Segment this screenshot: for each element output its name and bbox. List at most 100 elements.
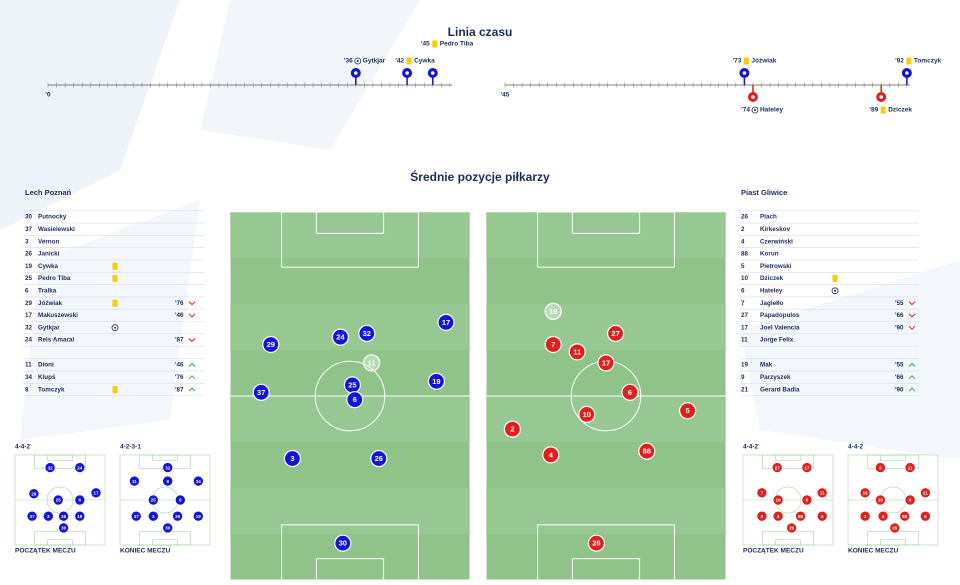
player-marker: [904, 494, 916, 506]
sub-player-marker: [544, 302, 562, 320]
positions-title: Średnie pozycje piłkarzy: [410, 169, 550, 184]
player-marker: [262, 335, 280, 354]
sub-minute: '66: [895, 312, 904, 319]
player-name: Vernon: [38, 238, 59, 245]
player-name: Pietrowski: [760, 263, 792, 270]
event-player: Dziczek: [888, 107, 912, 114]
player-number: 27: [741, 312, 749, 319]
event-pin-center: [742, 71, 747, 75]
event-minute: '73: [733, 58, 742, 65]
player-marker-number: 88: [902, 514, 908, 519]
player-marker: [816, 487, 828, 499]
formation-name: 4-4-2: [848, 444, 864, 451]
player-marker-number: 27: [775, 465, 781, 470]
sub-minute: '76: [175, 374, 184, 381]
player-marker-number: 17: [602, 358, 610, 367]
team-name: Lech Poznań: [25, 188, 72, 197]
sub-in-arrow: [188, 387, 196, 392]
player-marker: [816, 510, 828, 522]
player-number: 4: [741, 238, 745, 245]
player-number: 37: [25, 226, 33, 233]
sub-out-arrow: [188, 301, 196, 306]
yellow-card-icon: [906, 57, 912, 65]
player-number: 17: [25, 312, 33, 319]
player-marker-number: 4: [882, 514, 885, 519]
player-marker: [597, 354, 615, 372]
sub-in-arrow: [908, 387, 916, 392]
player-number: 21: [741, 386, 749, 393]
player-marker-number: 5: [924, 514, 927, 519]
event-pin-center: [405, 71, 409, 75]
goal-icon-dot: [356, 60, 359, 62]
goal-area: [47, 454, 73, 461]
player-marker-number: 19: [549, 307, 557, 316]
player-marker-number: 19: [77, 514, 83, 519]
player-marker-number: 8: [166, 479, 169, 484]
player-marker: [148, 510, 159, 522]
event-minute: '42: [395, 58, 404, 65]
player-marker: [772, 494, 784, 506]
event-pin-center: [905, 71, 909, 75]
player-marker: [44, 462, 56, 473]
player-marker: [503, 420, 522, 438]
player-number: 88: [741, 251, 749, 258]
background-pattern: [0, 0, 960, 460]
player-name: Plach: [760, 214, 777, 221]
player-marker: [331, 328, 349, 346]
player-name: Czerwiński: [760, 238, 793, 245]
player-marker: [42, 510, 54, 522]
player-name: Wasielewski: [38, 226, 75, 233]
player-marker: [90, 487, 102, 499]
player-marker: [587, 534, 606, 552]
yellow-card-icon: [743, 57, 749, 65]
sub-minute: '87: [175, 337, 184, 344]
player-marker: [58, 522, 69, 534]
player-name: Klupś: [38, 374, 56, 381]
event-minute: '36: [344, 58, 353, 65]
player-marker-number: 26: [789, 526, 795, 531]
event-minute: '92: [895, 58, 904, 65]
player-marker: [859, 510, 871, 522]
player-marker: [193, 510, 204, 522]
goal-area: [315, 211, 385, 234]
player-marker-number: 11: [908, 465, 913, 470]
player-marker: [544, 335, 562, 354]
player-marker-number: 2: [761, 514, 764, 519]
sub-in-arrow: [908, 375, 916, 380]
player-marker: [904, 462, 916, 473]
player-marker-number: 3: [152, 514, 155, 519]
player-marker: [568, 343, 586, 361]
player-marker-number: 26: [61, 514, 67, 519]
timeline-title: Linia czasu: [448, 25, 513, 39]
event-player: Jóźwiak: [751, 58, 776, 65]
player-marker: [283, 449, 301, 468]
player-name: Parzyszek: [760, 374, 791, 381]
player-number: 34: [25, 374, 33, 381]
player-marker-number: 37: [134, 514, 140, 519]
event-player: Cywka: [414, 58, 435, 65]
goal-area: [571, 558, 641, 581]
player-marker: [437, 313, 455, 331]
player-number: 11: [741, 337, 748, 344]
player-number: 32: [25, 324, 33, 331]
sub-minute: '90: [895, 324, 904, 331]
player-marker-number: 24: [77, 465, 83, 470]
player-marker: [786, 522, 797, 534]
center-circle: [314, 360, 386, 432]
formation-name: 4-4-2: [15, 444, 31, 451]
player-name: Tralka: [38, 287, 57, 294]
player-marker: [358, 324, 376, 343]
player-name: Joel Valencia: [760, 324, 800, 331]
player-number: 9: [741, 374, 745, 381]
yellow-card-icon: [112, 299, 118, 307]
player-marker: [370, 449, 388, 468]
pitch-stripe: [230, 212, 470, 258]
goal-area: [152, 539, 178, 546]
player-marker: [638, 442, 656, 460]
yellow-card-icon: [112, 275, 118, 282]
player-marker-number: 10: [776, 498, 782, 503]
player-marker-number: 25: [348, 380, 356, 389]
player-marker-number: 3: [290, 454, 294, 463]
player-marker: [859, 487, 871, 499]
